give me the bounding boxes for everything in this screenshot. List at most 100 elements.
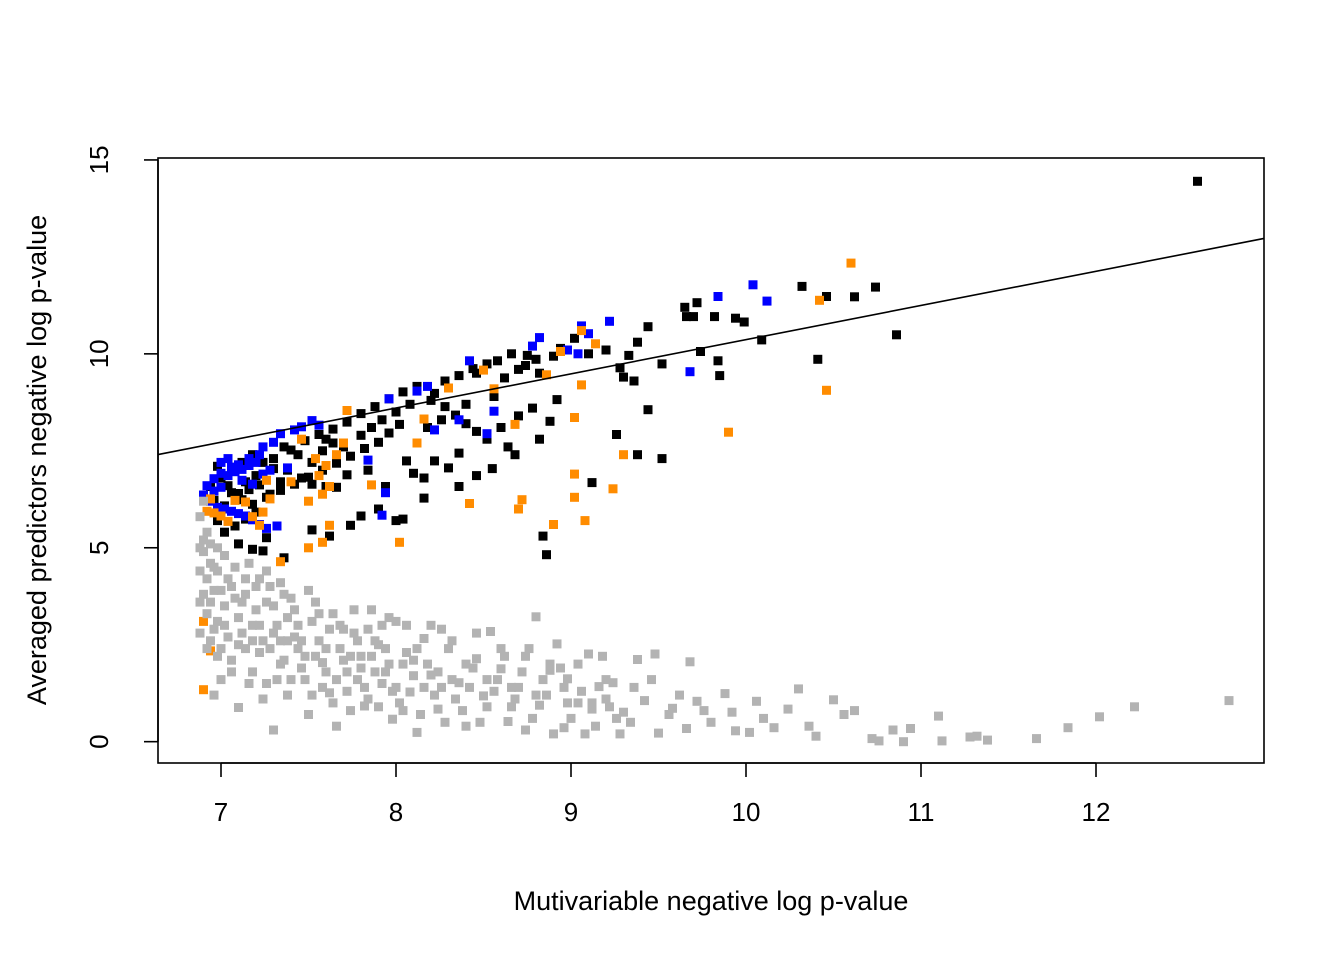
x-axis-title: Mutivariable negative log p-value [514,886,909,916]
data-point [577,321,586,331]
data-point [430,425,439,435]
data-point [605,702,614,712]
data-point [657,359,667,369]
data-point [440,402,450,412]
data-point [811,731,821,741]
data-point [304,496,313,506]
data-point [510,694,520,704]
data-point [608,484,618,494]
data-point [965,732,975,742]
data-point [510,450,520,460]
data-point [472,628,481,638]
data-point [227,462,236,472]
data-point [629,376,639,386]
data-point [258,546,268,556]
data-point [332,675,341,685]
data-point [346,651,355,661]
data-point [276,485,285,495]
data-point [202,609,212,619]
data-point [402,648,411,657]
data-point [584,349,593,359]
data-point [531,690,541,700]
data-point [202,527,212,537]
data-point [223,454,233,464]
data-point [248,544,257,554]
data-point [332,482,341,492]
data-point [1224,696,1234,706]
data-point [391,407,401,417]
data-point [500,651,509,661]
data-point [251,507,261,517]
y-axis: 0 5 10 15 [84,145,159,749]
data-point [633,337,642,347]
data-point [258,457,268,467]
data-point [454,482,464,491]
data-point [715,371,725,381]
data-point [545,416,555,426]
data-point [850,292,859,302]
data-point [199,496,208,506]
data-point [206,597,215,607]
data-point [220,504,229,514]
data-point [293,620,303,630]
data-point [633,450,642,460]
data-point [220,601,229,611]
data-point [451,694,460,704]
data-point [297,473,306,483]
data-point [367,480,376,490]
data-point [482,359,492,369]
data-point [724,427,733,437]
data-point [899,737,908,747]
data-point [482,434,492,444]
data-point [552,395,562,405]
data-point [311,651,320,661]
data-point [349,605,359,615]
data-point [304,543,313,553]
data-point [1063,723,1073,733]
data-point [374,504,383,514]
data-point [297,636,306,646]
data-point [370,667,380,677]
data-point [608,678,618,688]
data-point [419,493,429,503]
data-point [487,464,497,474]
data-point [580,516,590,526]
data-point [227,667,236,677]
data-point [486,627,495,636]
data-point [643,322,653,332]
data-point [213,616,222,626]
data-point [307,616,317,626]
data-point [594,682,604,692]
data-point [584,329,593,339]
data-point [577,380,586,390]
data-point [398,387,408,397]
data-point [216,457,226,467]
data-point [356,663,366,673]
data-point [794,684,803,694]
data-point [321,434,331,444]
data-point [314,430,324,439]
data-point [272,620,282,630]
data-point [269,628,278,638]
data-point [937,736,947,746]
data-point [325,688,334,698]
data-point [549,351,558,361]
data-point [335,644,345,654]
data-point [888,725,898,735]
data-point [220,551,229,560]
data-point [465,356,474,366]
data-point [757,335,767,345]
data-point [276,557,285,567]
data-point [1095,712,1104,722]
data-point [419,682,429,692]
data-point [293,644,303,654]
data-point [531,612,541,622]
data-point [356,511,366,521]
data-point [195,512,205,522]
data-point [276,477,285,487]
data-point [311,454,320,464]
data-point [430,690,439,700]
data-point [332,721,341,731]
data-point [381,667,390,677]
data-point [286,675,296,685]
